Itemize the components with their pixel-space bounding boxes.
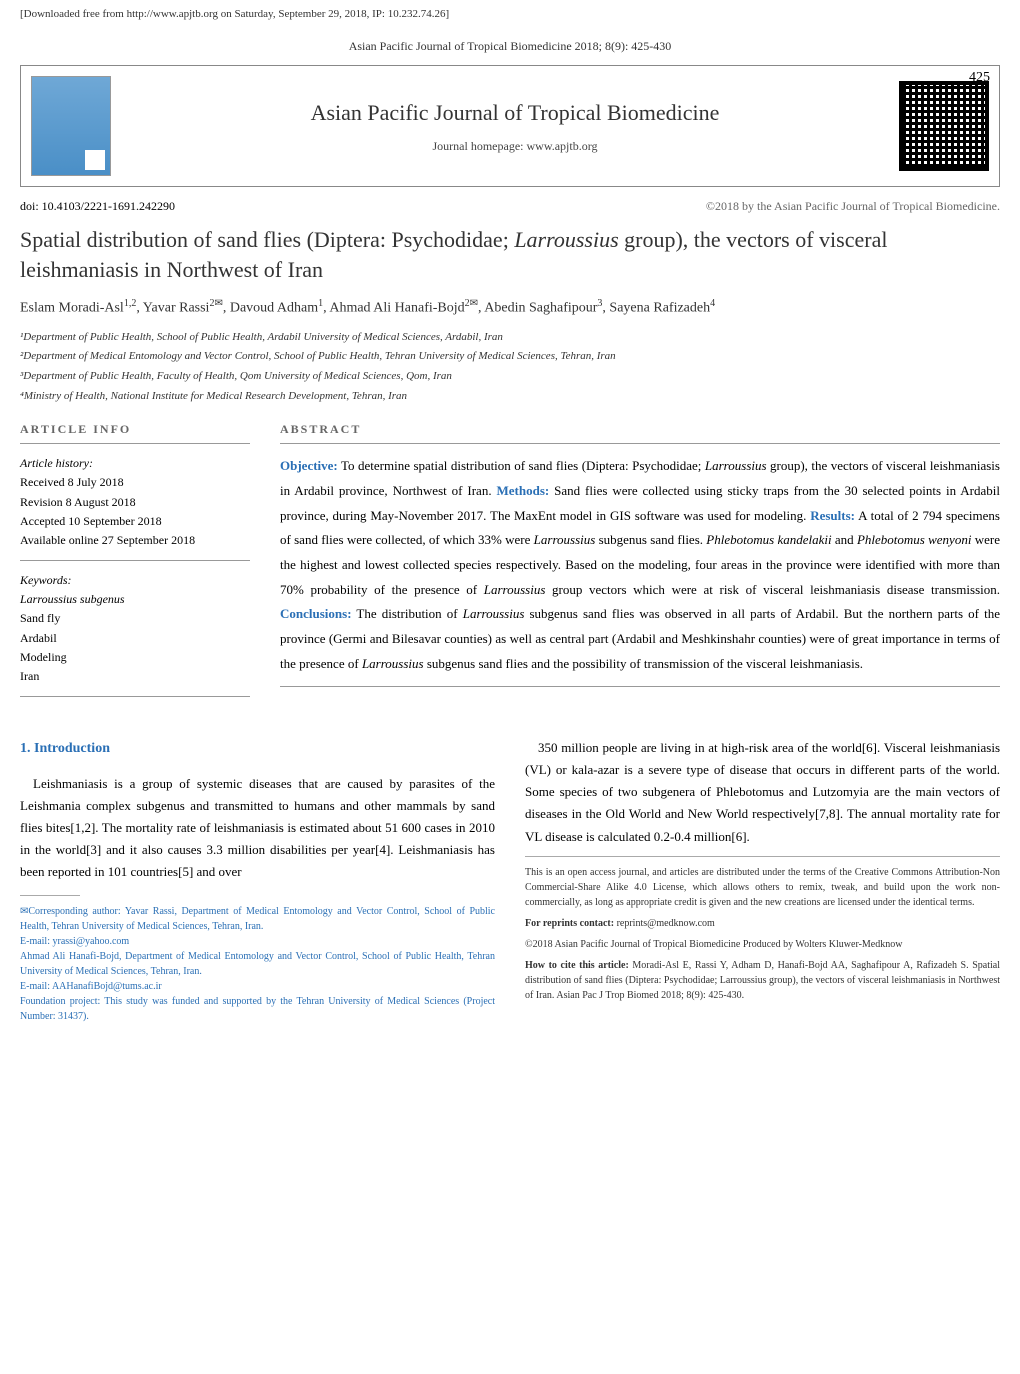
keywords: Keywords: Larroussius subgenus Sand fly …	[20, 571, 250, 697]
copyright-short: ©2018 by the Asian Pacific Journal of Tr…	[706, 197, 1000, 215]
keyword: Sand fly	[20, 609, 250, 628]
keyword: Ardabil	[20, 629, 250, 648]
authors: Eslam Moradi-Asl1,2, Yavar Rassi2✉, Davo…	[20, 296, 1000, 319]
journal-title-block: Asian Pacific Journal of Tropical Biomed…	[131, 96, 899, 155]
abstract-methods-label: Methods:	[497, 483, 550, 498]
title-italic: Larroussius	[514, 227, 618, 252]
affiliations: ¹Department of Public Health, School of …	[20, 329, 1000, 405]
left-footnotes: ✉Corresponding author: Yavar Rassi, Depa…	[20, 904, 495, 1024]
reprints: For reprints contact: reprints@medknow.c…	[525, 916, 1000, 931]
abstract-italic: Larroussius	[362, 656, 424, 671]
abstract-text: subgenus sand flies.	[595, 532, 706, 547]
footnote: Ahmad Ali Hanafi-Bojd, Department of Med…	[20, 949, 495, 979]
abstract-italic: Phlebotomus kandelakii	[706, 532, 831, 547]
abstract-body: Objective: To determine spatial distribu…	[280, 454, 1000, 687]
abstract-text: The distribution of	[352, 606, 463, 621]
reprints-label: For reprints contact:	[525, 918, 614, 929]
article-history: Article history: Received 8 July 2018 Re…	[20, 454, 250, 561]
abstract-italic: Phlebotomus wenyoni	[857, 532, 971, 547]
article-info-heading: ARTICLE INFO	[20, 420, 250, 444]
keyword: Modeling	[20, 648, 250, 667]
right-column: 350 million people are living in at high…	[525, 737, 1000, 1024]
info-abstract-row: ARTICLE INFO Article history: Received 8…	[20, 420, 1000, 707]
article-title: Spatial distribution of sand flies (Dipt…	[20, 225, 1000, 287]
abstract-italic: Larroussius	[484, 582, 546, 597]
license-text: This is an open access journal, and arti…	[525, 865, 1000, 910]
journal-cover-thumbnail	[31, 76, 111, 176]
article-info-column: ARTICLE INFO Article history: Received 8…	[20, 420, 250, 707]
intro-heading: 1. Introduction	[20, 737, 495, 761]
history-label: Article history:	[20, 454, 250, 473]
footnote: ✉Corresponding author: Yavar Rassi, Depa…	[20, 904, 495, 934]
history-revision: Revision 8 August 2018	[20, 493, 250, 512]
footnote: E-mail: yrassi@yahoo.com	[20, 934, 495, 949]
intro-paragraph: 350 million people are living in at high…	[525, 737, 1000, 847]
abstract-objective-label: Objective:	[280, 458, 338, 473]
cite-label: How to cite this article:	[525, 960, 629, 971]
doi: doi: 10.4103/2221-1691.242290	[20, 197, 175, 215]
abstract-text: group vectors which were at risk of visc…	[545, 582, 1000, 597]
title-part1: Spatial distribution of sand flies (Dipt…	[20, 227, 514, 252]
footnote-divider	[20, 895, 80, 896]
affiliation: ³Department of Public Health, Faculty of…	[20, 368, 1000, 386]
left-column: 1. Introduction Leishmaniasis is a group…	[20, 737, 495, 1024]
footnote: Foundation project: This study was funde…	[20, 994, 495, 1024]
history-received: Received 8 July 2018	[20, 473, 250, 492]
footnote: E-mail: AAHanafiBojd@tums.ac.ir	[20, 979, 495, 994]
abstract-heading: ABSTRACT	[280, 420, 1000, 444]
abstract-text: and	[832, 532, 857, 547]
journal-citation: Asian Pacific Journal of Tropical Biomed…	[0, 37, 1020, 55]
history-accepted: Accepted 10 September 2018	[20, 512, 250, 531]
download-notice: [Downloaded free from http://www.apjtb.o…	[0, 0, 1020, 29]
history-online: Available online 27 September 2018	[20, 531, 250, 550]
abstract-italic: Larroussius	[534, 532, 596, 547]
abstract-italic: Larroussius	[705, 458, 767, 473]
affiliation: ²Department of Medical Entomology and Ve…	[20, 348, 1000, 366]
abstract-conclusions-label: Conclusions:	[280, 606, 352, 621]
reprints-value: reprints@medknow.com	[614, 918, 715, 929]
abstract-italic: Larroussius	[463, 606, 525, 621]
right-footnotes: This is an open access journal, and arti…	[525, 856, 1000, 1003]
abstract-text: To determine spatial distribution of san…	[338, 458, 705, 473]
affiliation: ¹Department of Public Health, School of …	[20, 329, 1000, 347]
abstract-results-label: Results:	[810, 508, 855, 523]
keyword: Iran	[20, 667, 250, 686]
affiliation: ⁴Ministry of Health, National Institute …	[20, 388, 1000, 406]
doi-line: doi: 10.4103/2221-1691.242290 ©2018 by t…	[20, 197, 1000, 215]
keyword: Larroussius subgenus	[20, 590, 250, 609]
qr-code	[899, 81, 989, 171]
how-to-cite: How to cite this article: Moradi-Asl E, …	[525, 958, 1000, 1003]
keywords-label: Keywords:	[20, 571, 250, 590]
body-columns: 1. Introduction Leishmaniasis is a group…	[20, 737, 1000, 1024]
journal-header: Asian Pacific Journal of Tropical Biomed…	[20, 65, 1000, 187]
abstract-text: subgenus sand flies and the possibility …	[424, 656, 863, 671]
intro-paragraph: Leishmaniasis is a group of systemic dis…	[20, 773, 495, 883]
abstract-column: ABSTRACT Objective: To determine spatial…	[280, 420, 1000, 707]
journal-homepage: Journal homepage: www.apjtb.org	[131, 137, 899, 155]
copyright-text: ©2018 Asian Pacific Journal of Tropical …	[525, 937, 1000, 952]
journal-main-title: Asian Pacific Journal of Tropical Biomed…	[131, 96, 899, 129]
